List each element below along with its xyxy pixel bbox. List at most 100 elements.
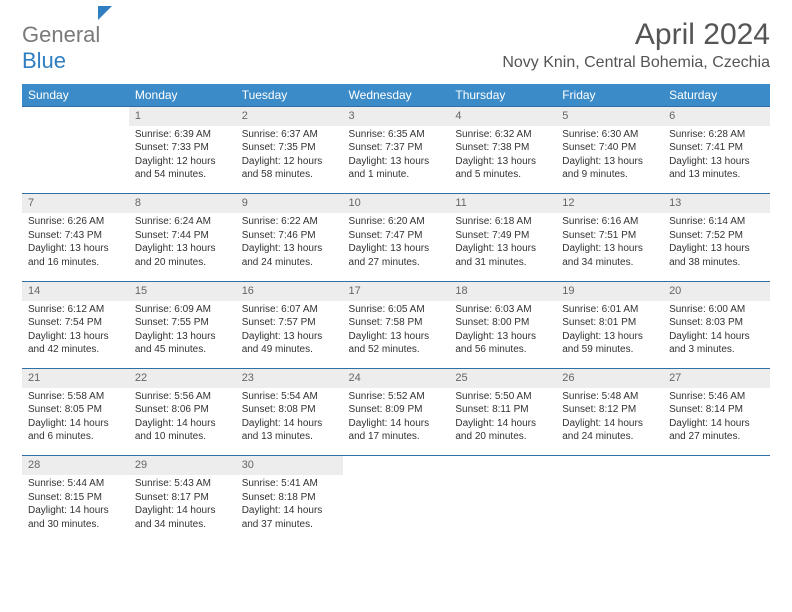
day-detail-cell: Sunrise: 6:26 AMSunset: 7:43 PMDaylight:… bbox=[22, 213, 129, 281]
sunrise-text: Sunrise: 5:46 AM bbox=[669, 390, 764, 404]
day-detail-cell bbox=[22, 126, 129, 194]
day-number-cell: 23 bbox=[236, 369, 343, 388]
day1-text: Daylight: 14 hours bbox=[455, 417, 550, 431]
sunrise-text: Sunrise: 6:30 AM bbox=[562, 128, 657, 142]
day2-text: and 52 minutes. bbox=[349, 343, 444, 357]
day1-text: Daylight: 13 hours bbox=[242, 242, 337, 256]
day2-text: and 54 minutes. bbox=[135, 168, 230, 182]
day-number: 10 bbox=[349, 197, 361, 209]
sunset-text: Sunset: 8:08 PM bbox=[242, 403, 337, 417]
day1-text: Daylight: 13 hours bbox=[669, 155, 764, 169]
logo-triangle-icon bbox=[98, 6, 112, 20]
day1-text: Daylight: 13 hours bbox=[562, 330, 657, 344]
day-number: 4 bbox=[455, 110, 461, 122]
day-number-cell: 8 bbox=[129, 194, 236, 213]
day-number: 2 bbox=[242, 110, 248, 122]
day-detail-cell: Sunrise: 6:01 AMSunset: 8:01 PMDaylight:… bbox=[556, 301, 663, 369]
weekday-header: Friday bbox=[556, 84, 663, 107]
day-detail-cell: Sunrise: 5:52 AMSunset: 8:09 PMDaylight:… bbox=[343, 388, 450, 456]
sunrise-text: Sunrise: 6:18 AM bbox=[455, 215, 550, 229]
day2-text: and 45 minutes. bbox=[135, 343, 230, 357]
sunrise-text: Sunrise: 5:41 AM bbox=[242, 477, 337, 491]
sunset-text: Sunset: 7:38 PM bbox=[455, 141, 550, 155]
day-number: 23 bbox=[242, 372, 254, 384]
day1-text: Daylight: 14 hours bbox=[28, 504, 123, 518]
day-number-cell: 7 bbox=[22, 194, 129, 213]
day2-text: and 24 minutes. bbox=[242, 256, 337, 270]
sunset-text: Sunset: 8:11 PM bbox=[455, 403, 550, 417]
sunset-text: Sunset: 7:47 PM bbox=[349, 229, 444, 243]
sunset-text: Sunset: 8:15 PM bbox=[28, 491, 123, 505]
sunset-text: Sunset: 7:51 PM bbox=[562, 229, 657, 243]
day-detail-cell: Sunrise: 6:09 AMSunset: 7:55 PMDaylight:… bbox=[129, 301, 236, 369]
day-number-cell: 28 bbox=[22, 456, 129, 475]
day1-text: Daylight: 14 hours bbox=[135, 504, 230, 518]
sunrise-text: Sunrise: 6:24 AM bbox=[135, 215, 230, 229]
day2-text: and 49 minutes. bbox=[242, 343, 337, 357]
day2-text: and 30 minutes. bbox=[28, 518, 123, 532]
day1-text: Daylight: 12 hours bbox=[135, 155, 230, 169]
day-number-cell bbox=[556, 456, 663, 475]
day2-text: and 34 minutes. bbox=[562, 256, 657, 270]
weekday-header: Saturday bbox=[663, 84, 770, 107]
day2-text: and 27 minutes. bbox=[669, 430, 764, 444]
day-number: 1 bbox=[135, 110, 141, 122]
day-detail-cell: Sunrise: 6:12 AMSunset: 7:54 PMDaylight:… bbox=[22, 301, 129, 369]
day1-text: Daylight: 13 hours bbox=[455, 242, 550, 256]
day-number-cell: 15 bbox=[129, 281, 236, 300]
day-detail-cell bbox=[663, 475, 770, 543]
day-number-row: 1 2 3 4 5 6 bbox=[22, 107, 770, 126]
day1-text: Daylight: 12 hours bbox=[242, 155, 337, 169]
day-detail-cell: Sunrise: 6:18 AMSunset: 7:49 PMDaylight:… bbox=[449, 213, 556, 281]
day-number-cell: 6 bbox=[663, 107, 770, 126]
day-number: 29 bbox=[135, 459, 147, 471]
title-block: April 2024 Novy Knin, Central Bohemia, C… bbox=[502, 18, 770, 72]
day1-text: Daylight: 13 hours bbox=[135, 330, 230, 344]
sunset-text: Sunset: 8:12 PM bbox=[562, 403, 657, 417]
day-number: 26 bbox=[562, 372, 574, 384]
day-number: 30 bbox=[242, 459, 254, 471]
day-number-cell: 24 bbox=[343, 369, 450, 388]
sunrise-text: Sunrise: 6:37 AM bbox=[242, 128, 337, 142]
day2-text: and 17 minutes. bbox=[349, 430, 444, 444]
day-number: 6 bbox=[669, 110, 675, 122]
day-number-cell: 13 bbox=[663, 194, 770, 213]
day-number-cell: 19 bbox=[556, 281, 663, 300]
sunset-text: Sunset: 7:37 PM bbox=[349, 141, 444, 155]
day2-text: and 13 minutes. bbox=[242, 430, 337, 444]
day1-text: Daylight: 13 hours bbox=[349, 330, 444, 344]
day-detail-cell: Sunrise: 6:39 AMSunset: 7:33 PMDaylight:… bbox=[129, 126, 236, 194]
sunrise-text: Sunrise: 5:52 AM bbox=[349, 390, 444, 404]
day-number-cell: 27 bbox=[663, 369, 770, 388]
day2-text: and 59 minutes. bbox=[562, 343, 657, 357]
day2-text: and 37 minutes. bbox=[242, 518, 337, 532]
day2-text: and 20 minutes. bbox=[455, 430, 550, 444]
sunrise-text: Sunrise: 6:22 AM bbox=[242, 215, 337, 229]
day-number: 14 bbox=[28, 285, 40, 297]
day-detail-cell: Sunrise: 6:05 AMSunset: 7:58 PMDaylight:… bbox=[343, 301, 450, 369]
day-detail-cell: Sunrise: 5:54 AMSunset: 8:08 PMDaylight:… bbox=[236, 388, 343, 456]
weekday-header: Thursday bbox=[449, 84, 556, 107]
day1-text: Daylight: 14 hours bbox=[349, 417, 444, 431]
weekday-header: Wednesday bbox=[343, 84, 450, 107]
sunset-text: Sunset: 7:52 PM bbox=[669, 229, 764, 243]
day-number: 5 bbox=[562, 110, 568, 122]
sunset-text: Sunset: 7:55 PM bbox=[135, 316, 230, 330]
sunset-text: Sunset: 8:03 PM bbox=[669, 316, 764, 330]
day1-text: Daylight: 14 hours bbox=[562, 417, 657, 431]
day-number: 24 bbox=[349, 372, 361, 384]
sunset-text: Sunset: 7:44 PM bbox=[135, 229, 230, 243]
day-number: 19 bbox=[562, 285, 574, 297]
day-number-cell: 14 bbox=[22, 281, 129, 300]
day-number-cell: 18 bbox=[449, 281, 556, 300]
day1-text: Daylight: 13 hours bbox=[28, 242, 123, 256]
sunset-text: Sunset: 7:58 PM bbox=[349, 316, 444, 330]
sunrise-text: Sunrise: 6:32 AM bbox=[455, 128, 550, 142]
sunset-text: Sunset: 7:40 PM bbox=[562, 141, 657, 155]
day-detail-cell: Sunrise: 5:44 AMSunset: 8:15 PMDaylight:… bbox=[22, 475, 129, 543]
day-number-cell: 30 bbox=[236, 456, 343, 475]
sunrise-text: Sunrise: 5:54 AM bbox=[242, 390, 337, 404]
sunrise-text: Sunrise: 6:01 AM bbox=[562, 303, 657, 317]
day-number: 3 bbox=[349, 110, 355, 122]
sunset-text: Sunset: 8:14 PM bbox=[669, 403, 764, 417]
